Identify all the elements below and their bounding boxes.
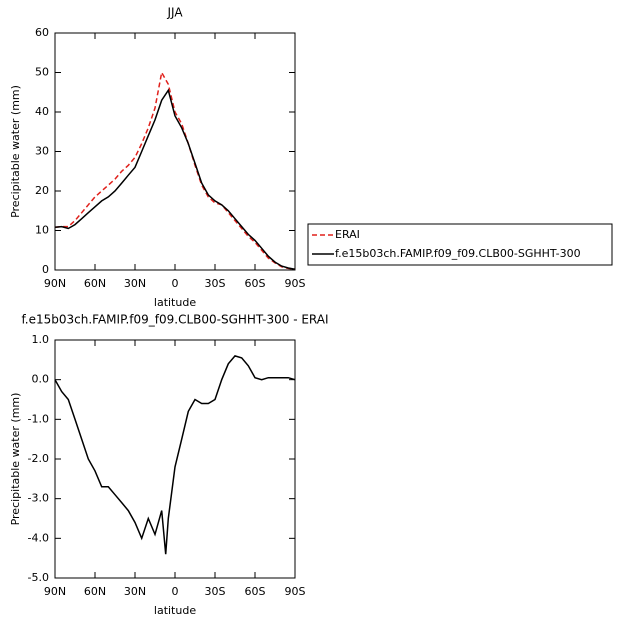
chart-title: JJA [166,6,183,20]
data-line [54,88,296,270]
x-axis-label: latitude [154,604,196,617]
legend-label: ERAI [335,228,360,241]
legend: ERAI f.e15b03ch.FAMIP.f09_f09.CLB00-SGHHT… [307,223,613,266]
x-tick-label: 90S [285,585,306,598]
legend-label: f.e15b03ch.FAMIP.f09_f09.CLB00-SGHHT-300 [335,247,581,260]
data-line [54,70,296,270]
data-line [54,355,296,555]
y-tick-label: 60 [35,26,49,39]
x-tick-label: 60N [84,585,106,598]
legend-box [307,223,613,266]
plot-frame [54,339,296,579]
x-axis-label: latitude [154,296,196,309]
x-tick-label: 0 [172,585,179,598]
x-tick-label: 60S [245,277,266,290]
y-tick-label: 20 [35,184,49,197]
y-tick-label: 0 [42,263,49,276]
y-tick-label: 10 [35,224,49,237]
y-tick-label: 1.0 [32,333,50,346]
x-tick-label: 30N [124,585,146,598]
x-tick-label: 60N [84,277,106,290]
y-tick-label: -1.0 [28,412,49,425]
y-axis-label: Precipitable water (mm) [9,393,22,526]
x-tick-label: 30N [124,277,146,290]
chart-title: f.e15b03ch.FAMIP.f09_f09.CLB00-SGHHT-300… [21,313,328,327]
y-tick-label: 50 [35,66,49,79]
y-tick-label: 40 [35,105,49,118]
y-tick-label: -5.0 [28,571,49,584]
y-tick-label: 30 [35,145,49,158]
x-tick-label: 90S [285,277,306,290]
x-tick-label: 30S [205,585,226,598]
y-tick-label: -2.0 [28,452,49,465]
x-tick-label: 30S [205,277,226,290]
x-tick-label: 90N [44,277,66,290]
y-axis-label: Precipitable water (mm) [9,85,22,218]
y-tick-label: 0.0 [32,373,50,386]
x-tick-label: 60S [245,585,266,598]
plot-frame [54,32,296,271]
y-tick-label: -3.0 [28,492,49,505]
x-tick-label: 90N [44,585,66,598]
y-tick-label: -4.0 [28,531,49,544]
x-tick-label: 0 [172,277,179,290]
